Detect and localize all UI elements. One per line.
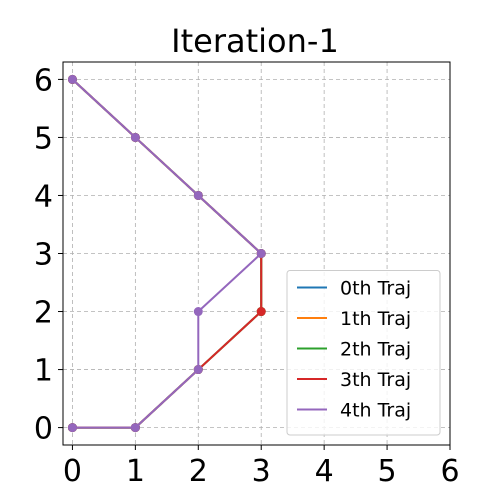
- series-4-point-3: [193, 307, 203, 317]
- legend-label-1: 1th Traj: [340, 308, 411, 330]
- legend: 0th Traj 1th Traj 2th Traj 3th Traj 4th Traj: [286, 270, 441, 436]
- legend-label-0: 0th Traj: [340, 278, 411, 300]
- y-tick-label-1: 1: [34, 354, 53, 389]
- legend-label-4: 4th Traj: [340, 400, 411, 422]
- series-4-point-2: [193, 365, 203, 375]
- y-tick-label-2: 2: [34, 296, 53, 331]
- y-tick-label-3: 3: [34, 238, 53, 273]
- x-tick-label-5: 5: [378, 454, 397, 489]
- y-tick-label-4: 4: [34, 179, 53, 214]
- x-tick-label-3: 3: [252, 454, 271, 489]
- legend-label-3: 3th Traj: [340, 369, 411, 391]
- series-4-point-4: [256, 249, 266, 258]
- y-tick-label-0: 0: [34, 412, 53, 447]
- series-layer: [67, 74, 266, 433]
- series-4-point-1: [130, 423, 140, 433]
- y-tick-label-6: 6: [34, 63, 53, 98]
- series-4: [67, 74, 266, 433]
- series-4-point-5: [193, 190, 203, 200]
- series-4-point-7: [67, 74, 77, 84]
- x-tick-label-2: 2: [189, 454, 208, 489]
- x-tick-label-4: 4: [315, 454, 334, 489]
- series-3-point-3: [256, 307, 266, 317]
- legend-box: [286, 270, 441, 436]
- series-4-point-6: [130, 132, 140, 142]
- series-line-4: [71, 78, 263, 429]
- legend-label-2: 2th Traj: [340, 339, 411, 361]
- x-tick-label-1: 1: [126, 454, 145, 489]
- x-tick-label-6: 6: [440, 454, 459, 489]
- y-tick-label-5: 5: [34, 121, 53, 156]
- x-tick-label-0: 0: [63, 454, 82, 489]
- ticks: 0 1 2 3 4 5 6 0 1 2 3 4 5 6: [34, 63, 460, 489]
- chart-title: Iteration-1: [171, 22, 339, 60]
- series-4-point-0: [67, 423, 77, 433]
